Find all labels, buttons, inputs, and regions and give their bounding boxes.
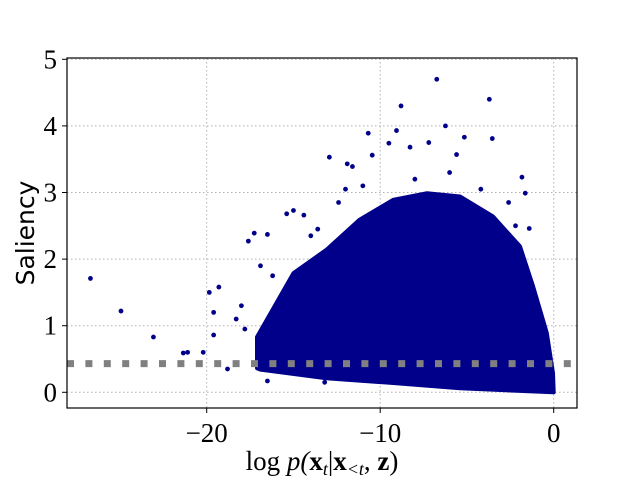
ticks: −20 −10 0 0 1 2 3 4 5 — [44, 44, 561, 448]
scatter-point — [336, 200, 341, 205]
x-tick-label: 0 — [547, 418, 561, 448]
scatter-point — [434, 76, 440, 82]
scatter-point — [265, 378, 270, 384]
scatter-point — [513, 223, 518, 229]
dense-point-cloud — [255, 191, 556, 395]
scatter-point — [489, 136, 495, 141]
scatter-point — [151, 334, 156, 340]
scatter-point — [506, 200, 511, 205]
scatter-point — [233, 316, 239, 322]
xlabel-log: log — [246, 446, 281, 476]
xlabel-sub-t: t — [323, 459, 329, 479]
scatter-point — [242, 326, 248, 332]
scatter-point — [245, 238, 251, 244]
scatter-point — [454, 152, 459, 157]
scatter-point — [322, 379, 328, 385]
scatter-point — [398, 103, 404, 109]
xlabel-p: p( — [285, 446, 312, 476]
scatter-point — [291, 208, 296, 213]
scatter-point — [308, 233, 314, 239]
xlabel-bar: | — [328, 446, 333, 476]
axes-frame — [66, 57, 578, 409]
scatter-point — [394, 128, 399, 133]
x-tick-label: −10 — [359, 418, 401, 448]
scatter-point — [326, 154, 332, 160]
scatter-point — [211, 332, 217, 338]
scatter-point — [519, 174, 525, 180]
scatter-point — [478, 186, 484, 192]
y-tick-label: 0 — [44, 377, 58, 407]
xlabel-z: z — [377, 446, 389, 476]
scatter-point — [301, 212, 307, 218]
scatter-point — [426, 140, 432, 145]
scatter-point — [526, 226, 532, 231]
scatter-point — [251, 230, 257, 236]
scatter-point — [461, 134, 467, 140]
y-tick-label: 4 — [44, 111, 58, 141]
y-tick-label: 2 — [44, 244, 58, 274]
scatter-point — [185, 349, 191, 355]
scatter-point — [270, 273, 276, 279]
scatter-point — [315, 226, 321, 232]
scatter-point — [486, 96, 492, 102]
xlabel-x: x — [309, 446, 323, 476]
x-axis-label: log p(xt|x<t, z) — [246, 446, 399, 479]
scatter-point — [118, 308, 124, 314]
scatter-point — [360, 183, 366, 189]
scatter-point — [407, 144, 413, 150]
y-tick-label: 5 — [44, 44, 58, 74]
scatter-point — [200, 349, 206, 355]
scatter-point — [284, 211, 290, 217]
xlabel-close: ) — [389, 446, 398, 476]
scatter-point — [412, 176, 418, 182]
scatter-point — [206, 290, 212, 295]
x-tick-label: −20 — [186, 418, 228, 448]
scatter-point — [365, 130, 371, 136]
y-tick-label: 1 — [44, 311, 58, 341]
scatter-point — [369, 152, 375, 158]
scatter-point — [522, 190, 528, 196]
y-tick-label: 3 — [44, 178, 58, 208]
xlabel-sub-lt: <t — [347, 459, 365, 479]
scatter-point — [265, 232, 270, 237]
scatter-point — [386, 140, 392, 146]
xlabel-x2: x — [333, 446, 347, 476]
scatter-point — [443, 123, 448, 129]
scatter-point — [180, 350, 186, 356]
scatter-point — [88, 276, 93, 281]
scatter-point — [258, 263, 263, 269]
xlabel-comma: , — [364, 446, 378, 476]
scatter-point — [225, 366, 230, 372]
scatter-point — [216, 284, 222, 290]
scatter-points — [88, 76, 532, 385]
scatter-point — [350, 164, 355, 169]
scatter-point — [211, 309, 217, 315]
scatter-point — [343, 186, 348, 192]
scatter-point — [447, 170, 452, 175]
scatter-point — [239, 303, 244, 309]
y-axis-label: Saliency — [11, 180, 40, 285]
scatter-point — [344, 161, 350, 167]
